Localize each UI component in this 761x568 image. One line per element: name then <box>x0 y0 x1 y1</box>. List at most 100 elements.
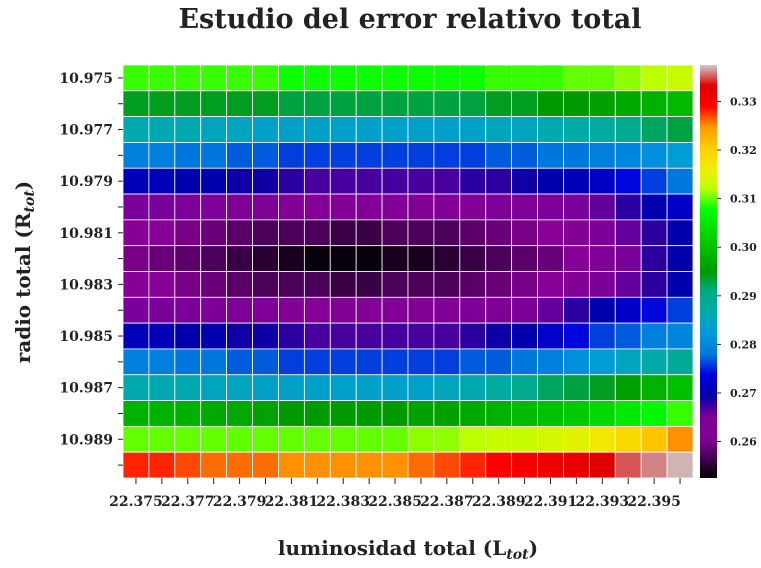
heatmap-cell <box>588 425 616 453</box>
heatmap-cell <box>485 193 513 221</box>
heatmap-cell <box>433 219 461 247</box>
heatmap-cell <box>511 90 538 118</box>
heatmap-cell <box>252 296 279 324</box>
heatmap-cell <box>355 374 383 401</box>
heatmap-cell <box>537 425 564 453</box>
heatmap-cell <box>666 400 694 427</box>
heatmap-cell <box>511 271 538 298</box>
colorbar: 0.26 0.27 0.28 0.29 0.30 0.31 0.32 0.33 <box>700 65 757 478</box>
heatmap-cell <box>174 271 202 298</box>
heatmap-cell <box>303 167 331 195</box>
heatmap-cell <box>459 451 487 479</box>
heatmap-cell <box>355 193 383 221</box>
x-tick-label: 22.391 <box>524 494 578 510</box>
heatmap-cell <box>640 142 668 169</box>
heatmap-cell <box>381 296 409 324</box>
heatmap-cell <box>226 116 253 143</box>
heatmap-cell <box>666 193 694 221</box>
y-axis-label: radio total (Rtot) <box>11 181 38 364</box>
heatmap-cell <box>614 142 642 169</box>
x-tick-label: 22.379 <box>213 494 267 510</box>
heatmap-cell <box>148 348 176 376</box>
heatmap-cell <box>407 142 435 169</box>
heatmap-cell <box>537 322 564 350</box>
heatmap-cell <box>485 400 513 427</box>
heatmap-cell <box>511 64 538 92</box>
y-axis-label-sub: tot <box>22 190 38 213</box>
heatmap-cell <box>511 374 538 401</box>
heatmap-cell <box>614 271 642 298</box>
heatmap-cell <box>614 193 642 221</box>
heatmap-cell <box>407 296 435 324</box>
heatmap-cell <box>537 116 564 143</box>
y-tick-label: 10.987 <box>59 381 113 397</box>
heatmap-cell <box>329 400 357 427</box>
heatmap-cell <box>511 425 538 453</box>
heatmap-cell <box>122 245 150 272</box>
heatmap-cell <box>200 348 228 376</box>
heatmap-cell <box>303 322 331 350</box>
heatmap-cell <box>226 425 253 453</box>
heatmap-cell <box>355 116 383 143</box>
heatmap-cell <box>381 167 409 195</box>
heatmap-cell <box>174 64 202 92</box>
heatmap-cell <box>433 90 461 118</box>
colorbar-tick-label: 0.33 <box>730 95 757 108</box>
heatmap-cell <box>666 451 694 479</box>
x-tick-label: 22.393 <box>576 494 630 510</box>
heatmap-cell <box>329 451 357 479</box>
heatmap-cell <box>329 167 357 195</box>
heatmap-cell <box>614 425 642 453</box>
heatmap-cell <box>511 116 538 143</box>
heatmap-cell <box>563 400 590 427</box>
heatmap-cell <box>303 116 331 143</box>
heatmap-cell <box>200 167 228 195</box>
heatmap-cell <box>381 245 409 272</box>
heatmap-cell <box>666 271 694 298</box>
x-axis-label: luminosidad total (Ltot) <box>278 536 538 563</box>
heatmap-cell <box>329 322 357 350</box>
heatmap-cell <box>666 322 694 350</box>
y-tick-label: 10.977 <box>59 123 113 139</box>
heatmap-cell <box>355 425 383 453</box>
heatmap-cell <box>355 167 383 195</box>
heatmap-cell <box>563 374 590 401</box>
heatmap-cell <box>329 245 357 272</box>
heatmap-cell <box>537 271 564 298</box>
heatmap-cell <box>614 90 642 118</box>
heatmap-cell <box>563 90 590 118</box>
heatmap-cell <box>278 167 305 195</box>
heatmap-cell <box>252 425 279 453</box>
heatmap-cell <box>329 90 357 118</box>
colorbar-tick-label: 0.31 <box>730 193 757 206</box>
heatmap-cell <box>226 271 253 298</box>
heatmap-cell <box>278 90 305 118</box>
colorbar-tick-label: 0.32 <box>730 144 757 157</box>
heatmap-cell <box>640 400 668 427</box>
heatmap-cell <box>459 296 487 324</box>
heatmap-cell <box>148 400 176 427</box>
heatmap-cell <box>278 271 305 298</box>
heatmap-cell <box>252 142 279 169</box>
heatmap-cell <box>122 193 150 221</box>
heatmap-cell <box>148 451 176 479</box>
heatmap-cell <box>174 425 202 453</box>
heatmap-cell <box>122 142 150 169</box>
heatmap-cell <box>459 271 487 298</box>
heatmap-cell <box>122 219 150 247</box>
heatmap-cell <box>433 374 461 401</box>
heatmap-cell <box>174 219 202 247</box>
heatmap-cell <box>640 348 668 376</box>
heatmap-cell <box>200 271 228 298</box>
heatmap-cell <box>563 193 590 221</box>
heatmap-cell <box>537 64 564 92</box>
heatmap-cell <box>537 374 564 401</box>
heatmap-cell <box>381 374 409 401</box>
heatmap-cell <box>511 193 538 221</box>
heatmap-cell <box>588 451 616 479</box>
heatmap-cell <box>303 219 331 247</box>
heatmap-cell <box>200 322 228 350</box>
heatmap-cell <box>485 245 513 272</box>
heatmap-cell <box>511 322 538 350</box>
heatmap-cell <box>252 451 279 479</box>
